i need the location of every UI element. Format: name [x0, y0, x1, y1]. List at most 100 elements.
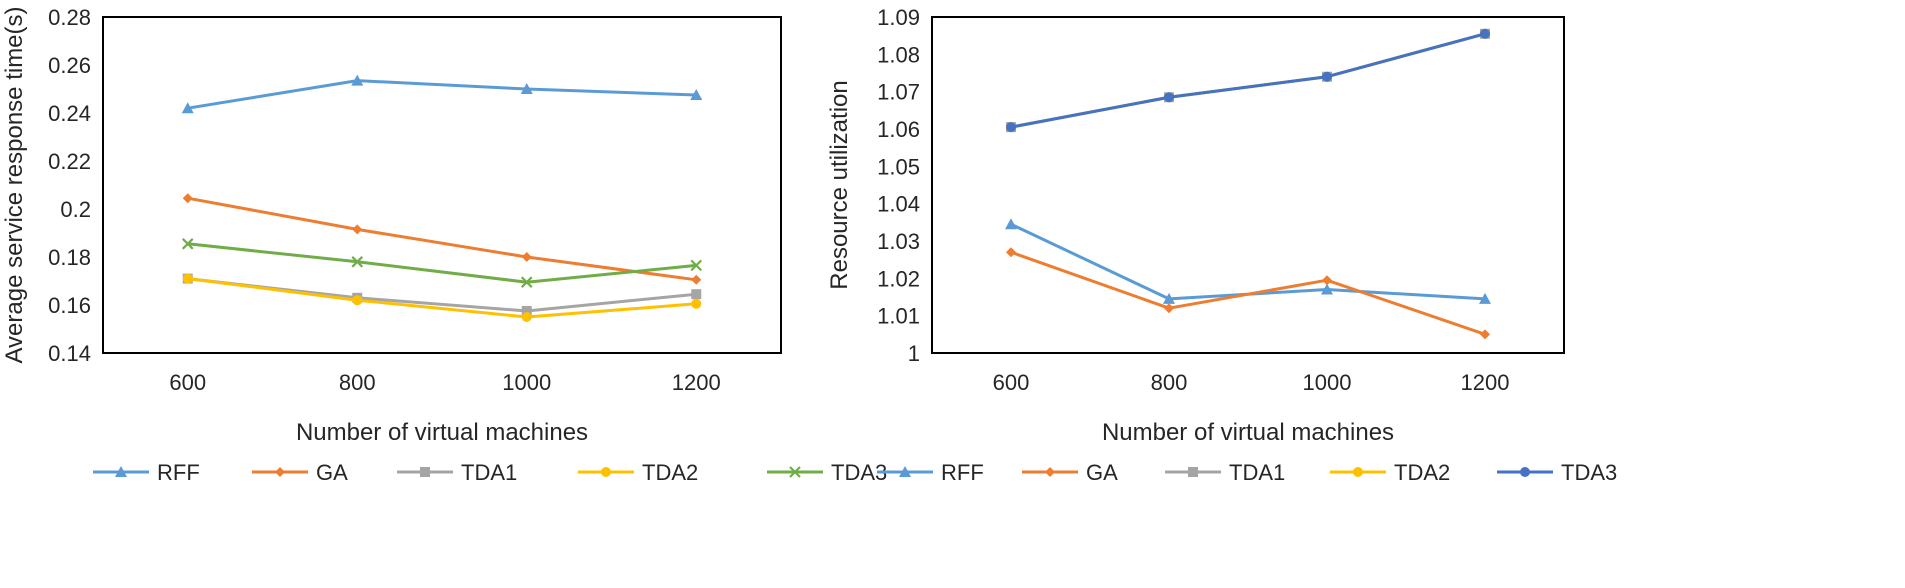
- legend: RFF GA TDA1 TDA2 TDA3: [877, 460, 1617, 485]
- data-point: [690, 259, 703, 272]
- data-point: [1479, 292, 1491, 304]
- x-tick-label: 1200: [672, 370, 721, 395]
- data-point: [351, 256, 364, 268]
- series-line: [1010, 32, 1486, 129]
- data-point: [352, 295, 363, 306]
- y-axis-tick-labels: 1 1.01 1.02 1.03 1.04 1.05 1.06 1.07 1.08 1.09: [877, 5, 920, 366]
- x-axis-title: Number of virtual machines: [296, 419, 588, 446]
- data-point: [520, 276, 533, 288]
- legend-item-tda1: TDA1: [1165, 460, 1285, 485]
- legend-item-tda1: TDA1: [397, 460, 517, 485]
- resource-utilization-chart-svg: 1 1.01 1.02 1.03 1.04 1.05 1.06 1.07 1.08 1.09 600…: [826, 5, 1617, 485]
- data-point: [352, 224, 363, 235]
- legend-item-rff: RFF: [877, 460, 984, 485]
- x-axis-title: Number of virtual machines: [1102, 419, 1394, 446]
- y-tick-label: 1.09: [877, 5, 920, 30]
- y-tick-label: 1.05: [877, 154, 920, 179]
- series-line: [1010, 250, 1486, 336]
- series-tda2: [1006, 28, 1490, 133]
- data-point: [1480, 329, 1490, 340]
- y-tick-label: 0.2: [60, 197, 91, 222]
- y-tick-label: 0.14: [48, 341, 91, 366]
- legend-marker: [1520, 467, 1530, 477]
- data-point: [521, 312, 532, 322]
- x-tick-label: 800: [339, 370, 376, 395]
- legend-item-tda3: TDA3: [1497, 460, 1617, 485]
- y-tick-label: 1.03: [877, 229, 920, 254]
- series-ga: [182, 193, 702, 285]
- series-rff: [1005, 218, 1491, 304]
- y-tick-label: 0.22: [48, 149, 91, 174]
- series-tda3: [181, 238, 703, 288]
- data-point: [182, 193, 193, 204]
- x-tick-label: 800: [1151, 370, 1188, 395]
- data-point: [1322, 71, 1332, 82]
- legend-marker: [899, 466, 911, 477]
- series-tda2: [182, 273, 702, 322]
- data-point: [1005, 218, 1017, 230]
- y-tick-label: 1.02: [877, 266, 920, 291]
- series-line: [187, 196, 697, 282]
- legend-item-tda2: TDA2: [578, 460, 698, 485]
- response-time-chart: 0.14 0.16 0.18 0.2 0.22 0.24 0.26 0.28 600 800 100…: [0, 0, 952, 588]
- y-tick-label: 0.28: [48, 5, 91, 30]
- series-ga: [1006, 247, 1490, 340]
- legend-item-ga: GA: [252, 460, 348, 485]
- y-axis-title: Resource utilization: [826, 80, 853, 289]
- legend-label: GA: [316, 460, 348, 485]
- legend: RFF GA TDA1 TDA2 TDA3: [93, 460, 887, 485]
- data-point: [182, 273, 193, 284]
- data-point: [1164, 92, 1174, 103]
- resource-utilization-chart: 1 1.01 1.02 1.03 1.04 1.05 1.06 1.07 1.08 1.09 600…: [826, 0, 1905, 588]
- legend-marker: [1353, 467, 1363, 477]
- legend-marker: [275, 467, 285, 477]
- legend-item-tda2: TDA2: [1330, 460, 1450, 485]
- plot-area-frame: [931, 16, 1565, 354]
- legend-marker: [115, 466, 127, 477]
- series-rff: [181, 74, 703, 114]
- data-point: [521, 306, 532, 316]
- legend-marker: [420, 467, 430, 477]
- data-point: [181, 102, 194, 114]
- data-point: [1321, 283, 1333, 295]
- x-axis-tick-labels: 600 800 1000 1200: [169, 370, 720, 395]
- data-point: [521, 252, 532, 262]
- legend-label: TDA2: [1394, 460, 1450, 485]
- data-point: [1006, 247, 1016, 258]
- data-point: [520, 83, 533, 94]
- legend-label: TDA1: [1229, 460, 1285, 485]
- series-line: [1010, 222, 1486, 301]
- y-tick-label: 1.06: [877, 117, 920, 142]
- y-tick-label: 0.18: [48, 245, 91, 270]
- legend-item-ga: GA: [1022, 460, 1118, 485]
- y-tick-label: 1.08: [877, 42, 920, 67]
- legend-marker: [1188, 467, 1198, 477]
- series-tda3: [1006, 28, 1490, 133]
- legend-label: GA: [1086, 460, 1118, 485]
- legend-label: TDA1: [461, 460, 517, 485]
- x-tick-label: 1000: [502, 370, 551, 395]
- x-tick-label: 1000: [1303, 370, 1352, 395]
- y-axis-title: Average service response time(s): [1, 6, 28, 363]
- data-point: [1163, 292, 1175, 304]
- y-tick-label: 1: [908, 341, 920, 366]
- y-axis-tick-labels: 0.14 0.16 0.18 0.2 0.22 0.24 0.26 0.28: [48, 5, 91, 366]
- response-time-chart-svg: 0.14 0.16 0.18 0.2 0.22 0.24 0.26 0.28 600 800 100…: [1, 5, 887, 485]
- legend-label: TDA2: [642, 460, 698, 485]
- legend-item-rff: RFF: [93, 460, 200, 485]
- series-line: [187, 277, 697, 319]
- data-point: [691, 298, 702, 309]
- legend-marker: [1045, 467, 1055, 477]
- data-point: [1480, 28, 1490, 39]
- series-tda1: [1006, 28, 1490, 133]
- legend-label: TDA3: [1561, 460, 1617, 485]
- legend-marker: [601, 467, 611, 477]
- data-point: [690, 89, 703, 100]
- data-point: [691, 274, 702, 285]
- plot-area-frame: [102, 16, 782, 354]
- data-point: [1322, 275, 1332, 286]
- legend-item-tda3: TDA3: [767, 460, 887, 485]
- y-tick-label: 1.07: [877, 80, 920, 105]
- y-tick-label: 1.04: [877, 192, 920, 217]
- x-axis-tick-labels: 600 800 1000 1200: [993, 370, 1510, 395]
